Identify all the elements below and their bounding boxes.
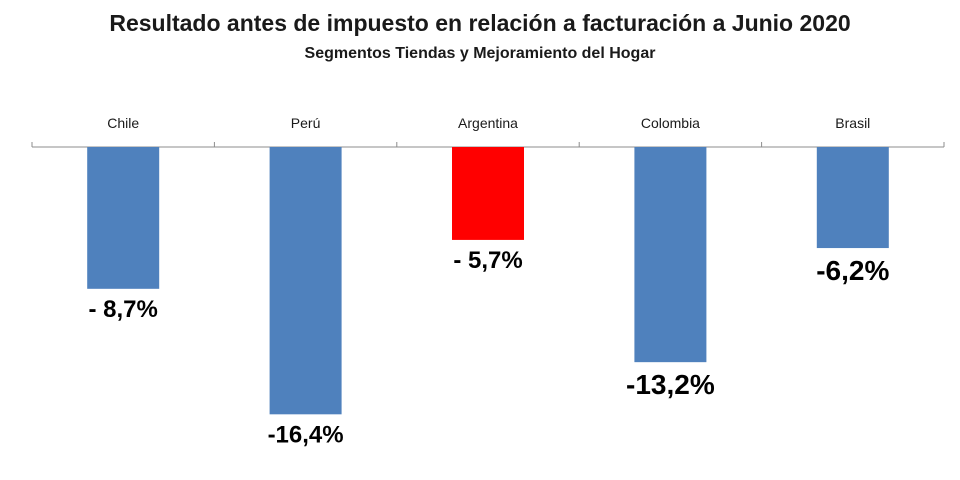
bar — [269, 147, 342, 415]
data-label: -6,2% — [816, 255, 889, 286]
data-label: -16,4% — [268, 421, 344, 448]
bar — [87, 147, 160, 289]
category-label: Brasil — [835, 115, 870, 131]
category-label: Argentina — [458, 115, 518, 131]
category-label: Perú — [291, 115, 321, 131]
bar — [634, 147, 707, 363]
bar — [452, 147, 524, 240]
chart-subtitle: Segmentos Tiendas y Mejoramiento del Hog… — [304, 45, 656, 62]
category-label: Colombia — [641, 115, 700, 131]
chart-title: Resultado antes de impuesto en relación … — [109, 10, 851, 36]
category-label: Chile — [107, 115, 139, 131]
bar — [816, 147, 889, 249]
data-label: - 8,7% — [89, 296, 158, 323]
data-label: - 5,7% — [453, 247, 522, 274]
data-label: -13,2% — [626, 369, 715, 400]
